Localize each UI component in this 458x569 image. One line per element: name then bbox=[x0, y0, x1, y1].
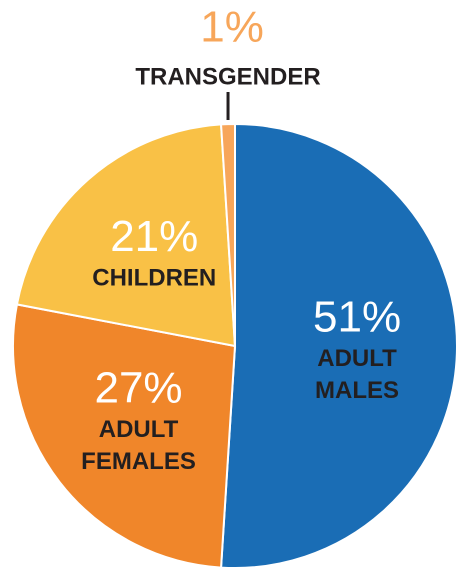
pie-slice bbox=[12, 303, 237, 569]
label-line: ADULT bbox=[317, 345, 397, 372]
label-line: CHILDREN bbox=[92, 265, 216, 292]
label-line: ADULT bbox=[99, 416, 179, 443]
category-label: CHILDREN bbox=[92, 265, 216, 292]
label-line: MALES bbox=[315, 377, 399, 404]
pie-slice bbox=[220, 122, 236, 347]
value-label: 27% bbox=[94, 363, 182, 412]
pie-slice bbox=[15, 123, 237, 348]
value-label: 21% bbox=[110, 212, 198, 261]
label-line: FEMALES bbox=[81, 448, 196, 475]
value-label: 1% bbox=[200, 3, 264, 52]
value-label: 51% bbox=[313, 292, 401, 341]
category-label: ADULT FEMALES bbox=[81, 416, 196, 475]
category-label: ADULT MALES bbox=[315, 345, 399, 404]
pie-slice bbox=[220, 122, 458, 569]
category-label: TRANSGENDER bbox=[135, 63, 320, 90]
